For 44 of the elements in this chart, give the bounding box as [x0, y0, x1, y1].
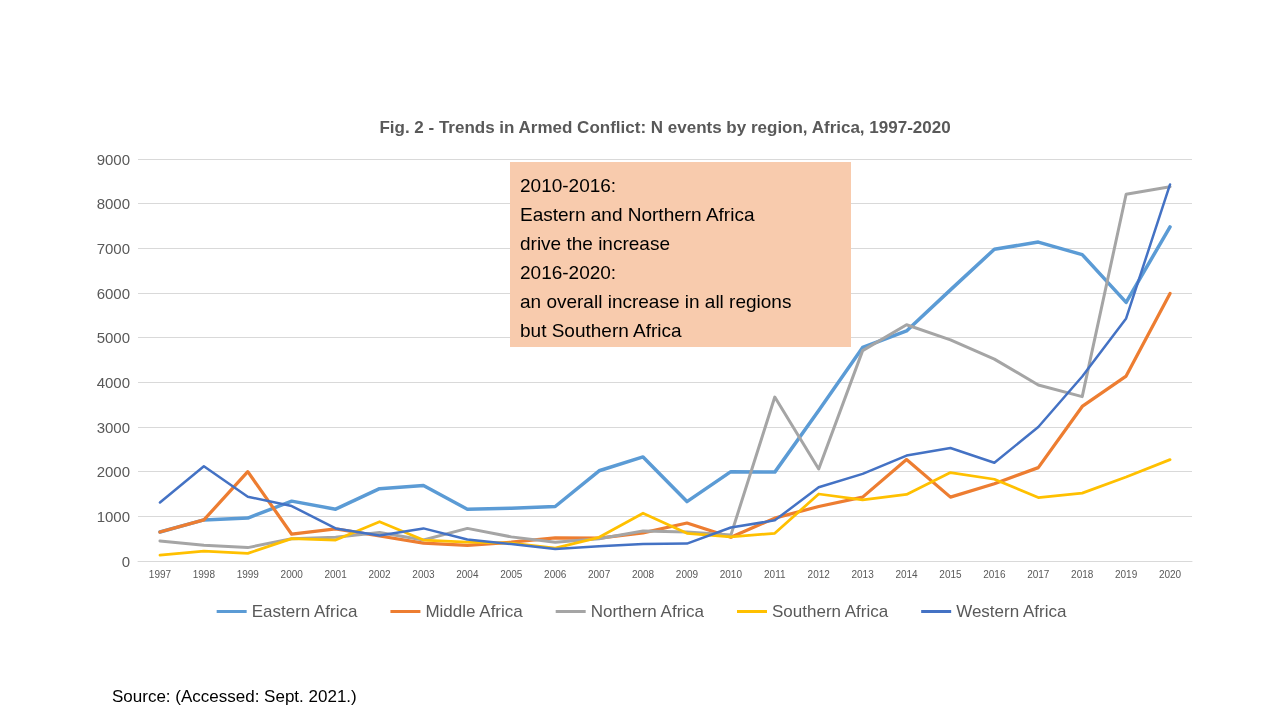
x-tick-label: 2017 — [1027, 568, 1050, 580]
x-tick-label: 2012 — [807, 568, 831, 580]
x-tick-label: 2001 — [324, 568, 348, 580]
x-tick-label: 2020 — [1158, 568, 1182, 580]
y-tick-label: 8000 — [96, 195, 130, 213]
y-tick-label: 5000 — [96, 329, 130, 347]
x-tick-label: 1997 — [148, 568, 172, 580]
x-tick-label: 2009 — [675, 568, 699, 580]
legend-label: Western Africa — [956, 602, 1067, 621]
x-tick-label: 2002 — [368, 568, 392, 580]
y-tick-label: 4000 — [96, 373, 130, 391]
x-tick-label: 2005 — [500, 568, 523, 580]
y-tick-label: 7000 — [96, 239, 130, 257]
x-tick-label: 1999 — [236, 568, 260, 580]
y-tick-label: 6000 — [96, 284, 130, 302]
x-tick-label: 2011 — [764, 568, 786, 580]
legend-label: Eastern Africa — [251, 602, 359, 621]
source-note: Source: (Accessed: Sept. 2021.) — [112, 687, 357, 706]
legend-label: Northern Africa — [590, 602, 705, 621]
line-series — [158, 225, 1172, 534]
legend-label: Middle Africa — [425, 602, 524, 621]
y-tick-label: 0 — [121, 552, 130, 570]
x-tick-label: 2000 — [280, 568, 304, 580]
x-tick-label: 2006 — [544, 568, 567, 580]
y-tick-label: 3000 — [96, 418, 130, 436]
x-tick-label: 2016 — [983, 568, 1006, 580]
x-tick-label: 2015 — [939, 568, 963, 580]
line-series — [158, 458, 1172, 557]
y-tick-label: 2000 — [96, 463, 130, 481]
y-tick-label: 1000 — [96, 507, 130, 525]
x-tick-label: 2013 — [851, 568, 875, 580]
x-tick-label: 1998 — [192, 568, 216, 580]
x-tick-label: 2008 — [631, 568, 655, 580]
chart-title: Fig. 2 - Trends in Armed Conflict: N events by region, Africa, 1997-2020 — [379, 118, 951, 137]
x-tick-label: 2019 — [1115, 568, 1138, 580]
y-tick-label: 9000 — [96, 150, 130, 168]
legend-label: Southern Africa — [772, 602, 889, 621]
x-tick-label: 2018 — [1071, 568, 1094, 580]
x-tick-label: 2004 — [456, 568, 479, 580]
x-tick-label: 2010 — [719, 568, 743, 580]
callout-box: 2010-2016: Eastern and Northern Africa drive the increase 2016-2020: an overall increase in all regions but Southern Africa — [510, 162, 851, 347]
x-tick-label: 2007 — [588, 568, 611, 580]
x-tick-label: 2003 — [412, 568, 436, 580]
x-tick-label: 2014 — [895, 568, 919, 580]
